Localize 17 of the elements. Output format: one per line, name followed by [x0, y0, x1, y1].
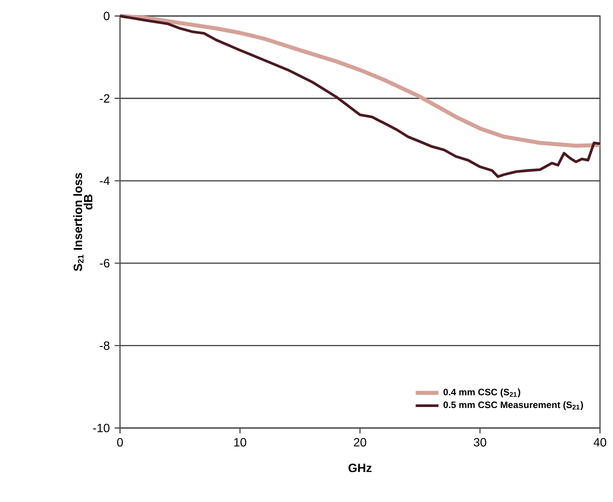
y-tick-label: -4 — [100, 176, 110, 185]
x-tick-label: 10 — [234, 438, 246, 447]
legend-label: 0.5 mm CSC Measurement (S$_{21}$) — [443, 401, 583, 410]
x-tick-label: 20 — [354, 438, 366, 447]
y-tick-label: 0 — [104, 12, 110, 20]
x-tick-label: 0 — [117, 438, 123, 447]
x-axis-title: GHz — [348, 464, 372, 472]
y-tick-label: -2 — [100, 94, 110, 103]
text: dB — [84, 194, 92, 210]
x-tick-label: 30 — [474, 438, 486, 447]
y-tick-label: -8 — [100, 341, 110, 350]
y-tick-label: -6 — [100, 258, 110, 268]
y-axis-title: S$_{21}$ Insertion loss — [73, 173, 84, 272]
x-tick-label: 40 — [594, 438, 606, 447]
y-tick-label: -10 — [93, 424, 110, 432]
legend-label: 0.4 mm CSC (S$_{21}$) — [443, 388, 520, 398]
line-series — [118, 14, 602, 148]
